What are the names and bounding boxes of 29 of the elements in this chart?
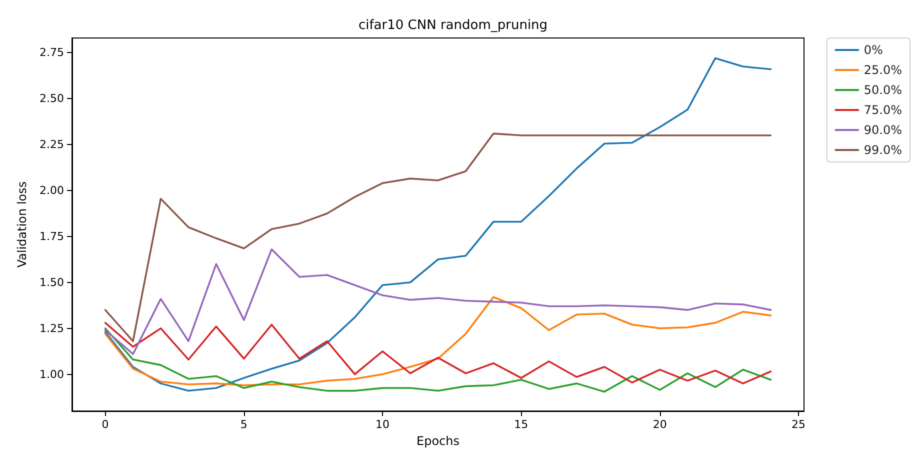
x-tick-label: 20 (652, 418, 667, 431)
chart-title: cifar10 CNN random_pruning (358, 18, 548, 33)
line-series (104, 132, 772, 342)
x-axis-title: Epochs (416, 434, 460, 448)
y-tick-label: 1.50 (40, 276, 64, 289)
legend-label: 75.0% (864, 103, 902, 117)
y-tick-label: 2.00 (40, 184, 64, 198)
legend-label: 90.0% (864, 123, 902, 137)
legend-label: 25.0% (864, 63, 902, 77)
line-series (104, 322, 772, 384)
line-series (104, 296, 772, 386)
y-axis-title: Validation loss (15, 181, 29, 268)
y-tick-label: 1.25 (40, 322, 64, 335)
x-tick-label: 0 (102, 418, 109, 431)
y-tick-label: 2.25 (40, 138, 64, 152)
x-tick-label: 10 (376, 418, 390, 431)
line-series (104, 327, 772, 393)
y-tick-label: 2.75 (40, 46, 64, 60)
line-series (104, 248, 772, 355)
x-tick-label: 5 (240, 418, 248, 431)
legend-label: 0% (864, 43, 883, 57)
legend-label: 50.0% (864, 83, 902, 97)
x-tick-label: 15 (514, 418, 528, 431)
x-tick-label: 25 (791, 418, 806, 431)
line-series (104, 57, 772, 392)
legend-label: 99.0% (864, 143, 902, 157)
y-tick-label: 2.50 (40, 92, 64, 106)
y-tick-label: 1.00 (40, 368, 64, 381)
y-tick-label: 1.75 (40, 230, 64, 243)
